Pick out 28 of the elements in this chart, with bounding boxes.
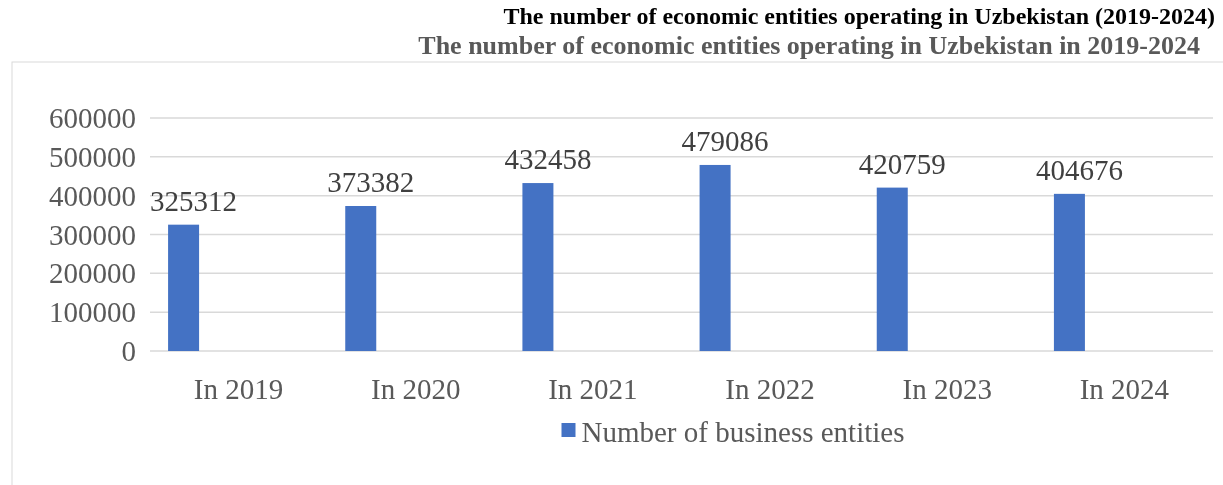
- chart-subtitle: The number of economic entities operating in Uzbekistan in 2019-2024: [418, 31, 1200, 60]
- legend-label: Number of business entities: [581, 416, 905, 449]
- data-label: 420759: [858, 147, 946, 180]
- bar: [522, 183, 554, 351]
- bar: [168, 224, 200, 351]
- bar: [876, 187, 908, 351]
- x-tick-label: In 2020: [371, 373, 461, 405]
- y-tick-label: 500000: [49, 140, 136, 173]
- x-tick-label: In 2023: [902, 373, 992, 405]
- data-label: 404676: [1035, 153, 1123, 186]
- data-label: 325312: [150, 184, 238, 217]
- data-label: 373382: [327, 166, 415, 198]
- x-tick-label: In 2021: [548, 373, 638, 405]
- bar: [699, 164, 731, 351]
- bar: [345, 206, 377, 351]
- y-tick-label: 300000: [49, 218, 136, 251]
- y-tick-label: 200000: [49, 257, 136, 290]
- x-tick-label: In 2019: [193, 373, 284, 405]
- data-label: 479086: [681, 124, 769, 157]
- y-tick-label: 100000: [49, 296, 136, 329]
- data-label: 432458: [504, 143, 592, 176]
- chart-title: The number of economic entities operating in Uzbekistan (2019-2024): [503, 3, 1215, 29]
- y-tick-label: 0: [121, 335, 136, 368]
- x-tick-label: In 2022: [725, 373, 815, 405]
- y-tick-label: 400000: [49, 179, 136, 212]
- y-tick-label: 600000: [49, 102, 136, 135]
- x-tick-label: In 2024: [1079, 373, 1170, 405]
- bar: [1053, 193, 1085, 351]
